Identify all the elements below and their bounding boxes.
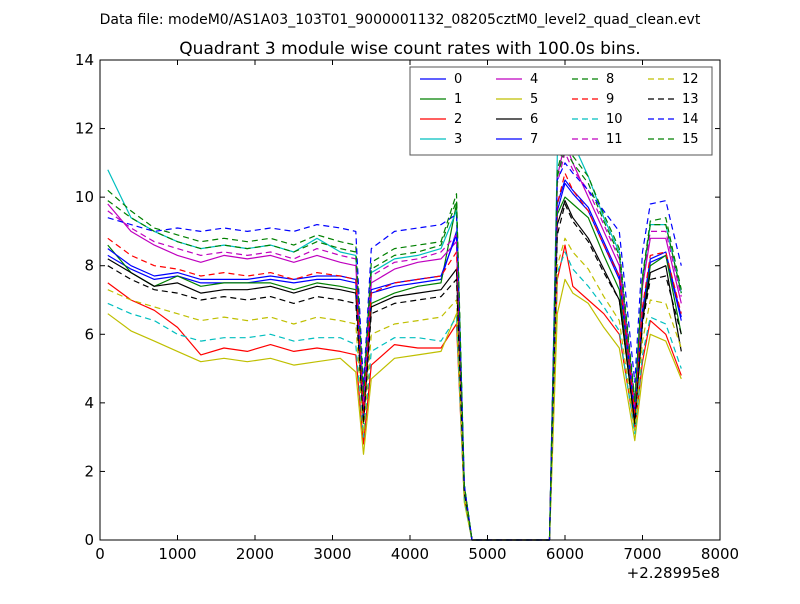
series-group bbox=[107, 121, 682, 541]
y-tick-label: 12 bbox=[75, 120, 94, 138]
legend-label-6: 6 bbox=[530, 112, 538, 127]
x-tick-label: 3000 bbox=[313, 545, 351, 563]
y-tick-label: 14 bbox=[75, 51, 94, 69]
y-tick-label: 4 bbox=[84, 394, 94, 412]
x-tick-label: 7000 bbox=[623, 545, 661, 563]
legend-label-11: 11 bbox=[606, 132, 623, 147]
x-tick-label: 6000 bbox=[546, 545, 584, 563]
y-tick-label: 6 bbox=[84, 325, 94, 343]
x-tick-label: 0 bbox=[95, 545, 105, 563]
series-line-10 bbox=[107, 251, 682, 541]
series-line-9 bbox=[107, 172, 682, 541]
x-tick-label: 4000 bbox=[391, 545, 429, 563]
series-line-4 bbox=[107, 141, 682, 541]
legend-label-9: 9 bbox=[606, 92, 614, 107]
series-line-2 bbox=[107, 244, 682, 541]
legend-label-5: 5 bbox=[530, 92, 538, 107]
series-line-6 bbox=[107, 200, 682, 541]
x-tick-label: 1000 bbox=[158, 545, 196, 563]
legend-label-12: 12 bbox=[682, 72, 699, 87]
y-tick-label: 8 bbox=[84, 257, 94, 275]
y-tick-label: 2 bbox=[84, 462, 94, 480]
chart-title: Quadrant 3 module wise count rates with … bbox=[179, 39, 640, 59]
legend-label-7: 7 bbox=[530, 132, 538, 147]
legend-label-13: 13 bbox=[682, 92, 699, 107]
legend-label-2: 2 bbox=[454, 112, 462, 127]
y-tick-label: 10 bbox=[75, 188, 94, 206]
legend-label-0: 0 bbox=[454, 72, 462, 87]
x-tick-label: 8000 bbox=[701, 545, 739, 563]
x-tick-label: 5000 bbox=[468, 545, 506, 563]
legend-label-4: 4 bbox=[530, 72, 538, 87]
series-line-8 bbox=[107, 141, 682, 541]
legend-label-14: 14 bbox=[682, 112, 699, 127]
figure-suptitle: Data file: modeM0/AS1A03_103T01_90000011… bbox=[100, 12, 701, 28]
series-line-15 bbox=[107, 148, 682, 541]
series-line-13 bbox=[107, 203, 682, 541]
series-line-7 bbox=[107, 179, 682, 541]
series-line-14 bbox=[107, 162, 682, 541]
legend-label-8: 8 bbox=[606, 72, 614, 87]
legend-label-3: 3 bbox=[454, 132, 462, 147]
series-line-11 bbox=[107, 152, 682, 541]
y-tick-label: 0 bbox=[84, 531, 94, 549]
series-line-12 bbox=[107, 237, 682, 541]
legend-frame bbox=[409, 66, 713, 156]
series-line-5 bbox=[107, 278, 682, 541]
x-tick-label: 2000 bbox=[236, 545, 274, 563]
legend-label-15: 15 bbox=[682, 132, 699, 147]
x-offset-label: +2.28995e8 bbox=[627, 564, 720, 582]
legend-label-10: 10 bbox=[606, 112, 623, 127]
legend-label-1: 1 bbox=[454, 92, 462, 107]
tick-group: 0 1000 2000 3000 4000 5000 6000 7000 80000246810… bbox=[75, 51, 739, 563]
